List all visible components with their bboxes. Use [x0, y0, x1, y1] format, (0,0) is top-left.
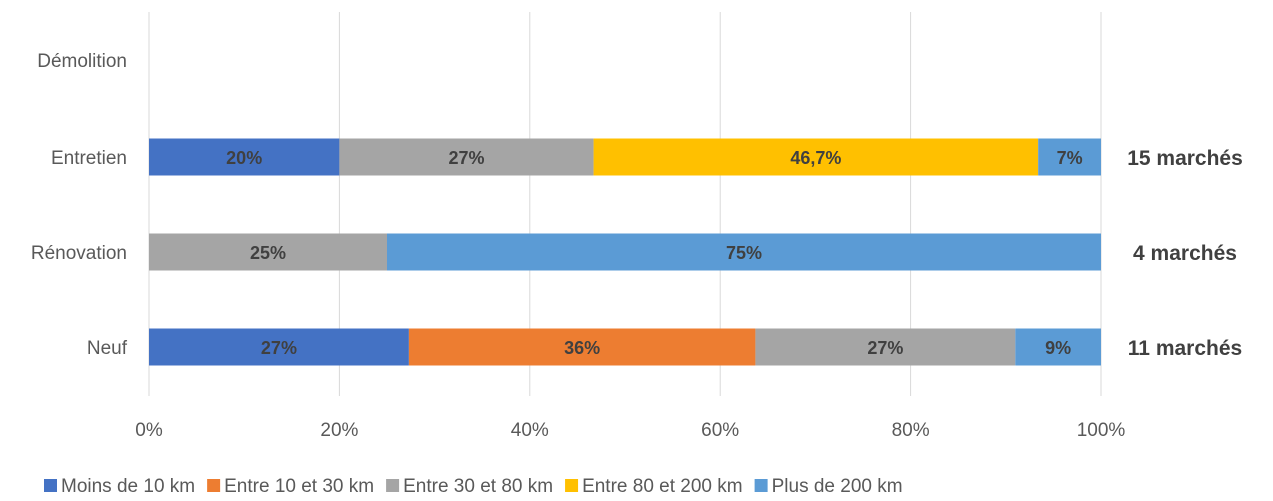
- bar-segment: [1015, 328, 1101, 366]
- x-tick-label: 60%: [701, 420, 739, 441]
- data-label: 75%: [726, 243, 762, 263]
- x-axis-ticks: 0% 20% 40% 60% 80% 100%: [135, 420, 1125, 441]
- category-label: Rénovation: [31, 243, 127, 264]
- data-label: 27%: [867, 338, 903, 358]
- x-tick-label: 100%: [1077, 420, 1126, 441]
- total-label: 15 marchés: [1127, 147, 1243, 170]
- total-labels: 15 marchés 4 marchés 11 marchés: [1127, 147, 1243, 360]
- legend: Moins de 10 km Entre 10 et 30 km Entre 30 …: [44, 476, 903, 497]
- data-label: 27%: [261, 338, 297, 358]
- total-label: 11 marchés: [1128, 337, 1242, 360]
- data-label: 46,7%: [790, 148, 841, 168]
- legend-entry: Entre 30 et 80 km: [403, 476, 553, 497]
- legend-entry: Moins de 10 km: [61, 476, 195, 497]
- bar-segment: [149, 328, 409, 366]
- category-label: Démolition: [37, 51, 127, 72]
- bar-segment: [755, 328, 1016, 366]
- x-tick-label: 40%: [511, 420, 549, 441]
- bar-segment: [149, 233, 387, 271]
- legend-swatch: [207, 479, 221, 492]
- legend-entry: Entre 10 et 30 km: [224, 476, 374, 497]
- bar-segment: [339, 138, 594, 176]
- data-label: 25%: [250, 243, 286, 263]
- category-labels: Démolition Entretien Rénovation Neuf: [31, 51, 128, 359]
- data-label: 20%: [226, 148, 262, 168]
- legend-swatch: [754, 479, 768, 492]
- data-label: 7%: [1057, 148, 1083, 168]
- bar-segment: [593, 138, 1039, 176]
- bar-segment: [149, 138, 340, 176]
- legend-entry: Plus de 200 km: [772, 476, 903, 497]
- data-label: 27%: [448, 148, 484, 168]
- bar-segment: [408, 328, 756, 366]
- category-label: Neuf: [87, 338, 128, 359]
- legend-swatch: [565, 479, 579, 492]
- x-tick-label: 80%: [892, 420, 930, 441]
- legend-swatch: [386, 479, 400, 492]
- bar-segment: [387, 233, 1101, 271]
- legend-entry: Entre 80 et 200 km: [582, 476, 743, 497]
- x-tick-label: 0%: [135, 420, 163, 441]
- data-label: 9%: [1045, 338, 1071, 358]
- category-label: Entretien: [51, 148, 127, 169]
- x-tick-label: 20%: [320, 420, 358, 441]
- legend-swatch: [44, 479, 57, 492]
- bars: 20% 27% 46,7% 7% 25% 75% 27% 36% 27% 9%: [149, 138, 1101, 366]
- data-label: 36%: [564, 338, 600, 358]
- total-label: 4 marchés: [1133, 242, 1237, 265]
- bar-segment: [1038, 138, 1101, 176]
